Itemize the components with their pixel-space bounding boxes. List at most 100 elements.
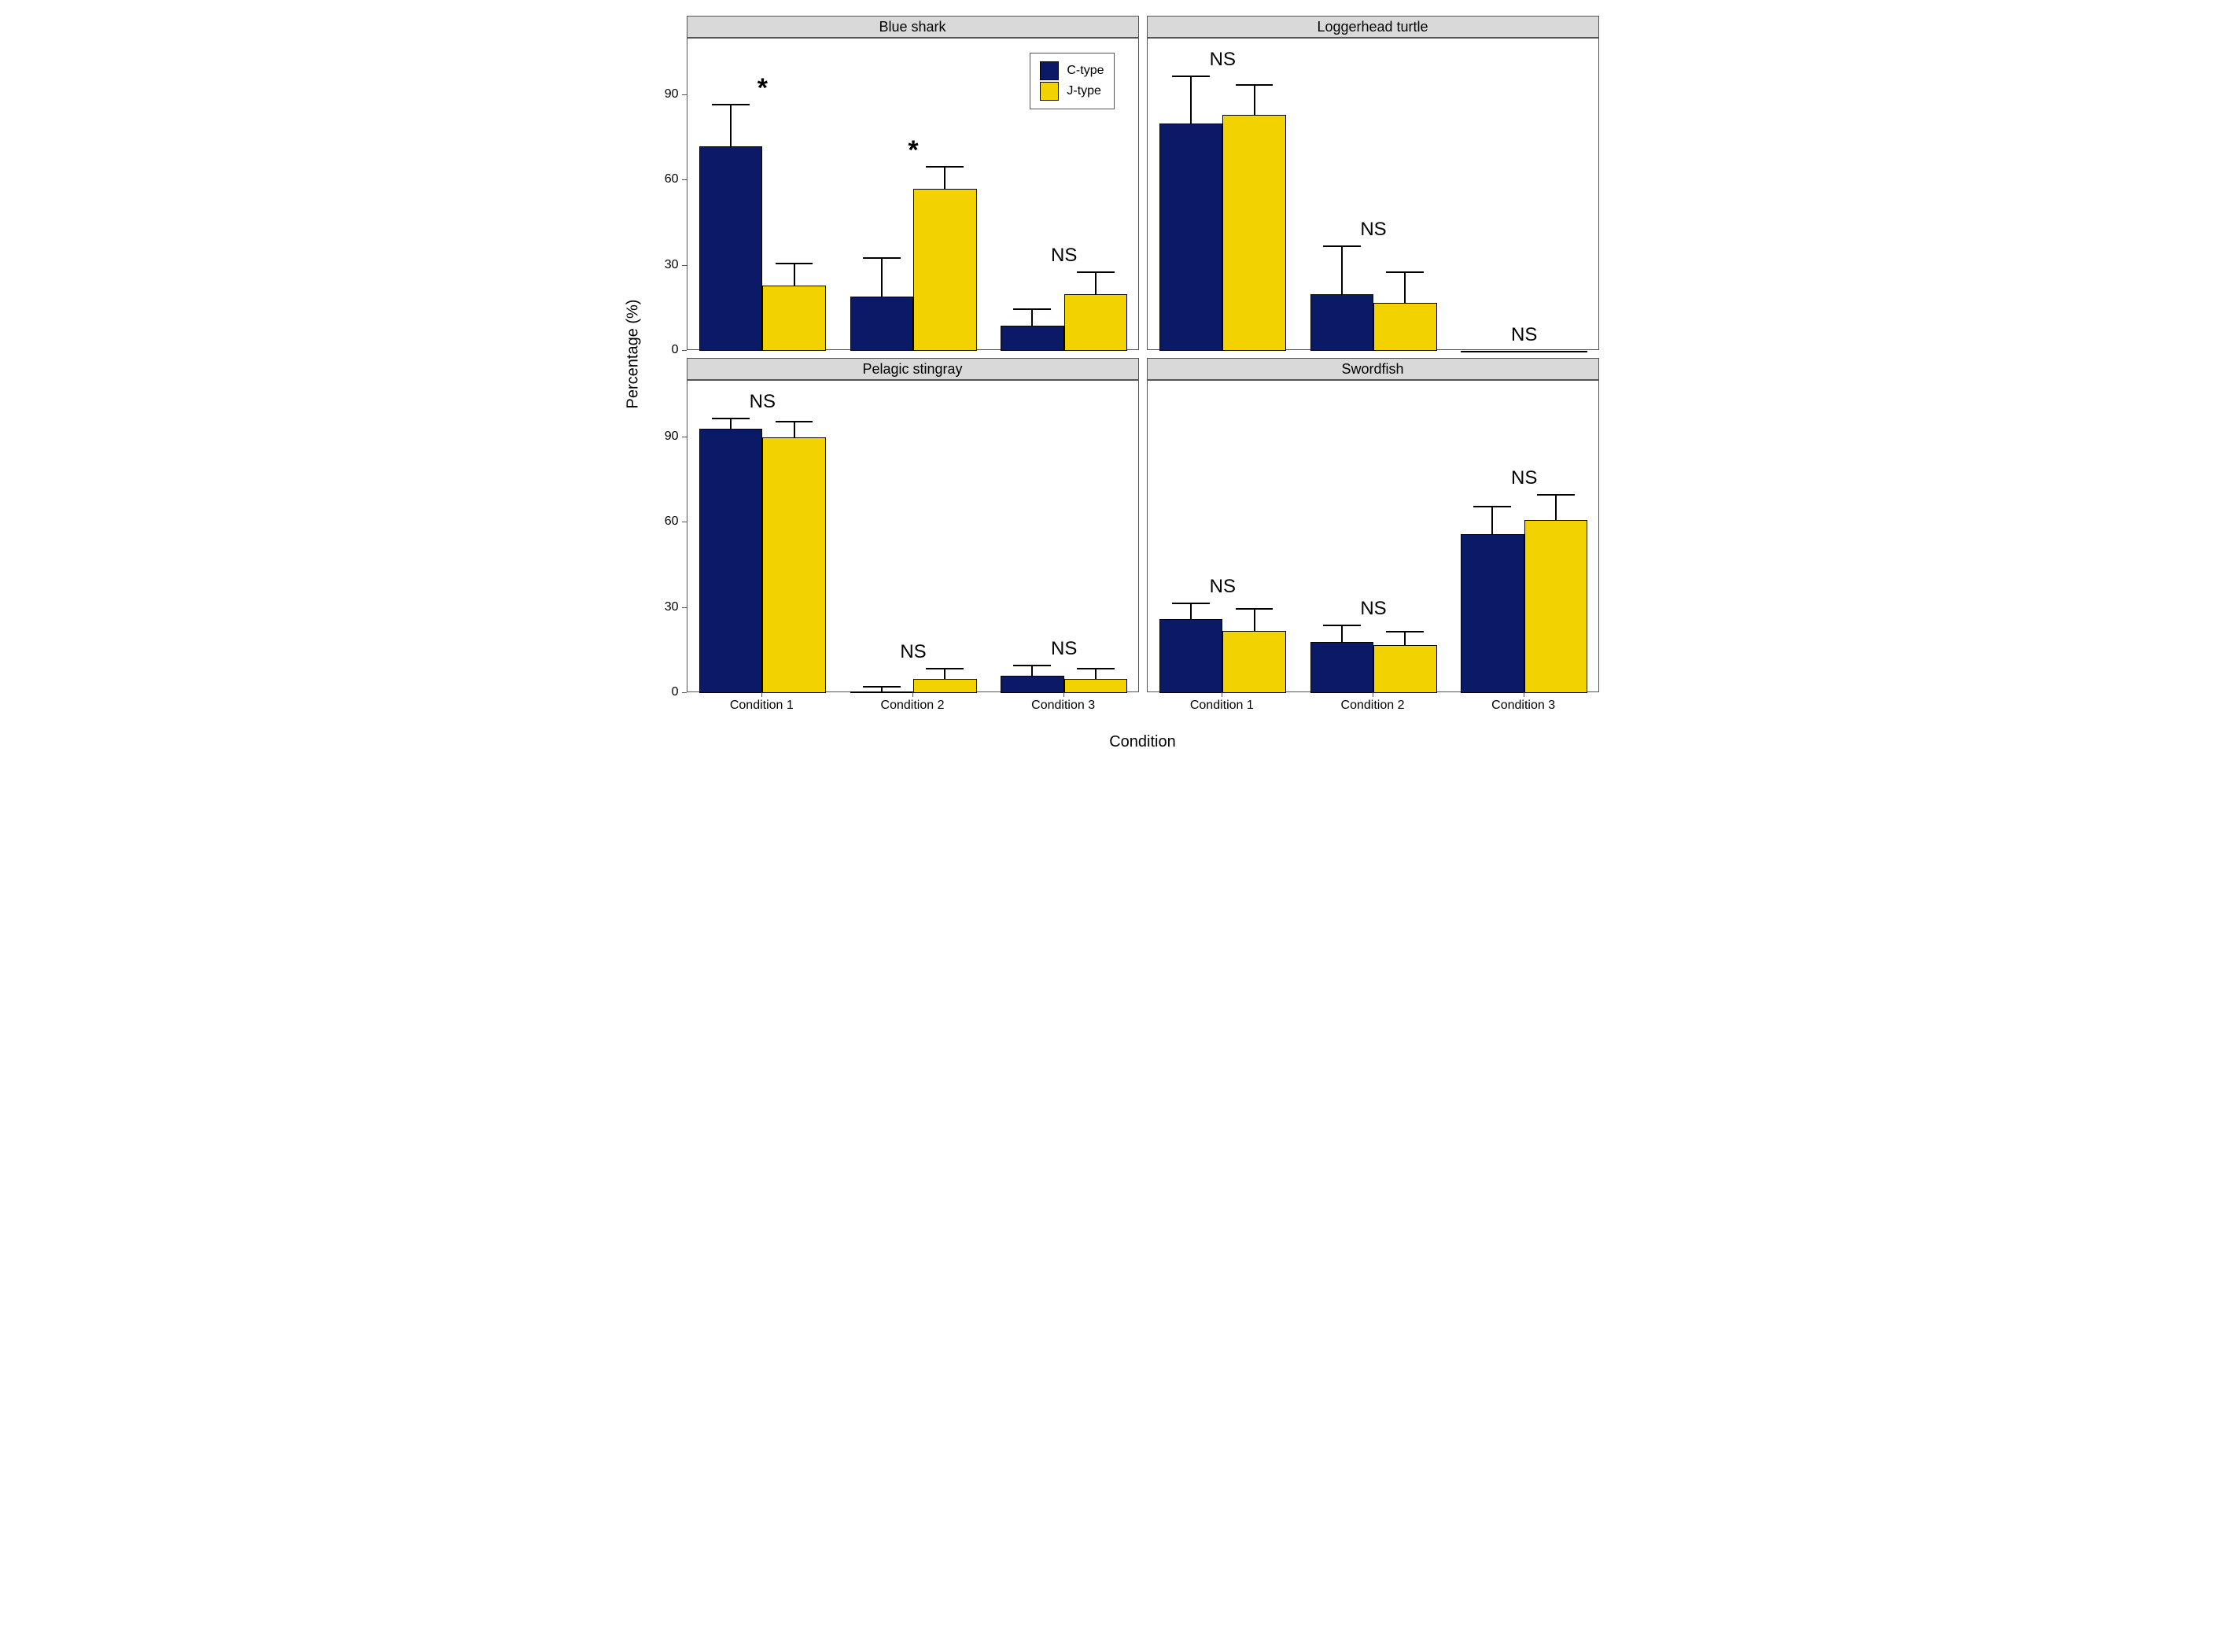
x-tick-mark bbox=[1063, 692, 1064, 697]
y-tick-label: 90 bbox=[647, 87, 679, 101]
y-tick-mark bbox=[682, 692, 687, 693]
error-stem bbox=[730, 104, 732, 146]
bar-j bbox=[1064, 679, 1128, 693]
bar-c bbox=[1310, 294, 1374, 351]
error-stem bbox=[1404, 271, 1406, 303]
error-stem bbox=[730, 418, 732, 429]
bar-j bbox=[1222, 631, 1286, 693]
error-cap bbox=[776, 263, 813, 264]
error-stem bbox=[944, 166, 945, 189]
error-stem bbox=[1555, 494, 1557, 519]
bar-j bbox=[1373, 303, 1437, 351]
panel-plot: * * NS C-type J-type bbox=[687, 38, 1139, 350]
y-tick-mark bbox=[682, 265, 687, 266]
y-tick-label: 0 bbox=[647, 343, 679, 357]
y-tick-mark bbox=[682, 350, 687, 351]
bar-c bbox=[1310, 642, 1374, 693]
error-cap bbox=[926, 668, 964, 669]
error-cap bbox=[1386, 631, 1424, 632]
x-tick-mark bbox=[912, 692, 913, 697]
y-tick-label: 30 bbox=[647, 258, 679, 272]
error-cap bbox=[776, 421, 813, 422]
bar-c bbox=[850, 691, 914, 693]
sig-label: * bbox=[908, 135, 918, 166]
error-stem bbox=[1031, 665, 1033, 676]
sig-label: NS bbox=[900, 641, 926, 663]
x-tick-label: Condition 1 bbox=[730, 699, 794, 713]
error-cap bbox=[1323, 245, 1361, 247]
panel-title: Pelagic stingray bbox=[687, 358, 1139, 380]
sig-label: NS bbox=[750, 391, 776, 413]
x-tick-label: Condition 2 bbox=[881, 699, 945, 713]
error-stem bbox=[1031, 308, 1033, 326]
legend-item: C-type bbox=[1040, 61, 1104, 80]
y-axis-label: Percentage (%) bbox=[624, 300, 642, 409]
y-tick-mark bbox=[682, 94, 687, 95]
error-cap bbox=[863, 257, 901, 259]
panel-title: Loggerhead turtle bbox=[1147, 16, 1599, 38]
sig-label: NS bbox=[1511, 324, 1537, 346]
bar-j bbox=[913, 679, 977, 693]
error-stem bbox=[1341, 625, 1343, 642]
bar-c bbox=[1001, 676, 1064, 693]
figure-root: Percentage (%)ConditionBlue shark**NSC-t… bbox=[616, 0, 1615, 755]
sig-label: NS bbox=[1051, 245, 1077, 267]
error-stem bbox=[1190, 76, 1192, 124]
error-cap bbox=[1236, 84, 1273, 86]
bar-c bbox=[1159, 124, 1223, 351]
error-cap bbox=[1077, 271, 1115, 273]
y-tick-mark bbox=[682, 607, 687, 608]
error-cap bbox=[1236, 608, 1273, 610]
x-tick-label: Condition 3 bbox=[1491, 699, 1555, 713]
legend-label: C-type bbox=[1067, 64, 1104, 78]
bar-c bbox=[699, 429, 763, 693]
error-cap bbox=[712, 418, 750, 419]
sig-label: NS bbox=[1360, 598, 1386, 620]
legend-label: J-type bbox=[1067, 84, 1101, 98]
panel-plot: NSNSNS bbox=[1147, 380, 1599, 692]
error-cap bbox=[712, 104, 750, 105]
panel-plot: NS NS NS bbox=[687, 380, 1139, 692]
y-tick-label: 60 bbox=[647, 514, 679, 529]
bar-c bbox=[1159, 619, 1223, 693]
error-cap bbox=[1473, 351, 1511, 352]
error-cap bbox=[1013, 665, 1051, 666]
error-cap bbox=[1386, 271, 1424, 273]
error-stem bbox=[1341, 245, 1343, 293]
panel-title: Swordfish bbox=[1147, 358, 1599, 380]
bar-c bbox=[699, 146, 763, 351]
x-axis-label: Condition bbox=[1109, 733, 1176, 751]
error-cap bbox=[926, 166, 964, 168]
error-stem bbox=[1095, 668, 1097, 679]
x-tick-label: Condition 2 bbox=[1341, 699, 1405, 713]
bar-j bbox=[913, 189, 977, 351]
sig-label: NS bbox=[1210, 576, 1236, 598]
bar-j bbox=[1064, 294, 1128, 351]
error-stem bbox=[1491, 506, 1493, 534]
bar-j bbox=[1524, 520, 1588, 693]
bar-c bbox=[850, 297, 914, 351]
error-cap bbox=[1537, 494, 1575, 496]
sig-label: * bbox=[757, 73, 768, 104]
error-stem bbox=[1095, 271, 1097, 294]
sig-label: NS bbox=[1051, 638, 1077, 660]
error-cap bbox=[1077, 668, 1115, 669]
error-stem bbox=[1254, 84, 1255, 116]
bar-c bbox=[1001, 326, 1064, 351]
error-stem bbox=[1254, 608, 1255, 631]
bar-j bbox=[762, 286, 826, 351]
bar-c bbox=[1461, 534, 1524, 693]
error-stem bbox=[794, 263, 795, 286]
error-stem bbox=[794, 421, 795, 438]
error-cap bbox=[1473, 506, 1511, 507]
x-tick-mark bbox=[761, 692, 762, 697]
x-tick-label: Condition 3 bbox=[1031, 699, 1095, 713]
legend-swatch bbox=[1040, 82, 1059, 101]
error-cap bbox=[1323, 625, 1361, 626]
panel-plot: NSNSNS bbox=[1147, 38, 1599, 350]
sig-label: NS bbox=[1360, 219, 1386, 241]
error-cap bbox=[1172, 76, 1210, 77]
error-cap bbox=[1537, 351, 1575, 352]
legend: C-type J-type bbox=[1030, 53, 1114, 109]
error-stem bbox=[1190, 603, 1192, 620]
